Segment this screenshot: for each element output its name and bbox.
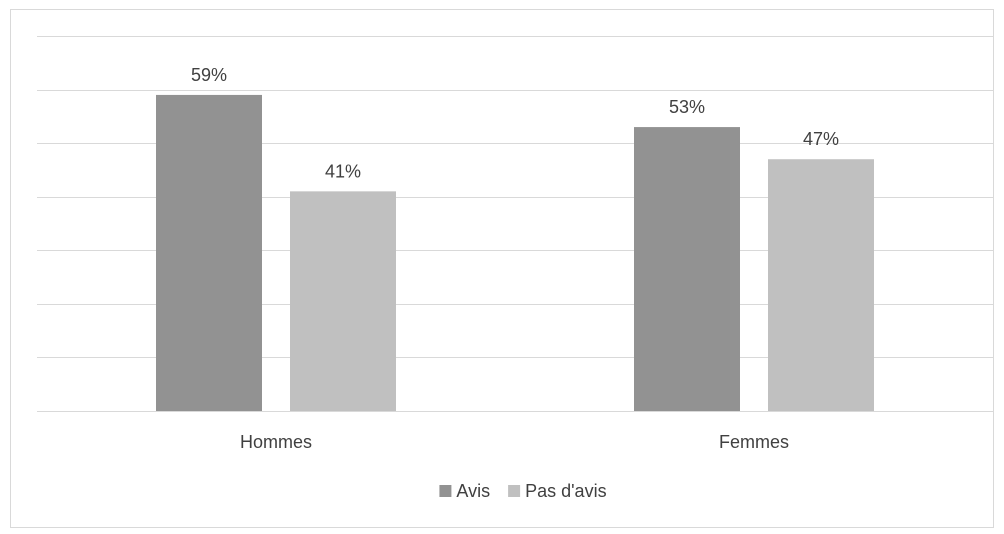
data-label: 59% <box>191 65 227 85</box>
bars <box>156 94 874 412</box>
bar-pas-d-avis-hommes <box>290 191 396 411</box>
category-labels: Hommes Femmes <box>240 432 789 452</box>
data-labels: 59% 41% 53% 47% <box>191 65 839 181</box>
legend-label: Pas d'avis <box>525 481 606 501</box>
legend-label: Avis <box>456 481 490 501</box>
bar-avis-hommes <box>156 94 262 411</box>
bar-avis-femmes <box>634 127 740 412</box>
data-label: 41% <box>325 161 361 181</box>
bar-pas-d-avis-femmes <box>768 159 874 411</box>
legend: Avis Pas d'avis <box>439 481 607 501</box>
data-label: 47% <box>803 129 839 149</box>
data-label: 53% <box>669 97 705 117</box>
category-label-femmes: Femmes <box>719 432 789 452</box>
legend-swatch <box>508 485 521 497</box>
legend-swatch <box>439 485 452 497</box>
category-label-hommes: Hommes <box>240 432 312 452</box>
